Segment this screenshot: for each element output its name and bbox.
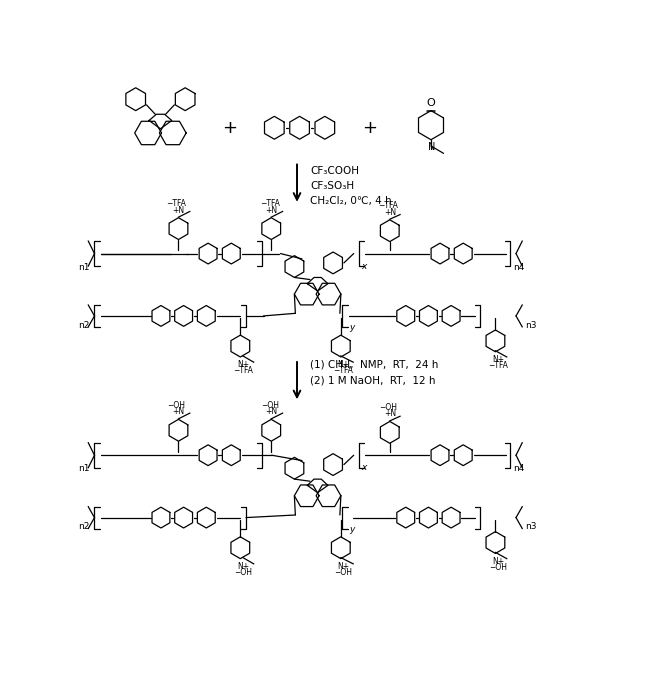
Text: N+: N+: [492, 557, 504, 566]
Text: +N: +N: [172, 206, 184, 215]
Text: CF₃COOH: CF₃COOH: [310, 167, 359, 176]
Text: CF₃SO₃H: CF₃SO₃H: [310, 181, 354, 191]
Text: −TFA: −TFA: [378, 201, 398, 211]
Text: +N: +N: [384, 409, 396, 418]
Text: n1: n1: [78, 464, 89, 473]
Text: −OH: −OH: [261, 401, 279, 410]
Text: CH₂Cl₂, 0℃, 4 h: CH₂Cl₂, 0℃, 4 h: [310, 196, 392, 206]
Text: N+: N+: [237, 360, 249, 369]
Text: −TFA: −TFA: [333, 367, 353, 375]
Text: n4: n4: [513, 263, 524, 271]
Text: (2) 1 M NaOH,  RT,  12 h: (2) 1 M NaOH, RT, 12 h: [310, 376, 436, 386]
Text: n2: n2: [78, 522, 89, 531]
Text: +N: +N: [172, 407, 184, 416]
Text: n3: n3: [525, 321, 537, 330]
Text: n4: n4: [513, 464, 524, 473]
Text: y: y: [349, 524, 354, 533]
Text: +N: +N: [265, 407, 277, 416]
Text: −OH: −OH: [167, 401, 185, 410]
Text: x: x: [362, 463, 367, 472]
Text: x: x: [362, 261, 367, 271]
Text: −OH: −OH: [334, 568, 352, 577]
Text: n1: n1: [78, 263, 89, 271]
Text: −OH: −OH: [379, 403, 397, 412]
Text: +: +: [223, 119, 237, 137]
Text: n2: n2: [78, 321, 89, 330]
Text: N+: N+: [337, 360, 349, 369]
Text: N: N: [428, 142, 435, 153]
Text: (1) CH₃I,  NMP,  RT,  24 h: (1) CH₃I, NMP, RT, 24 h: [310, 359, 438, 369]
Text: −TFA: −TFA: [233, 367, 253, 375]
Text: −TFA: −TFA: [488, 361, 508, 370]
Text: N+: N+: [237, 562, 249, 571]
Text: −TFA: −TFA: [260, 199, 279, 209]
Text: O: O: [427, 99, 436, 109]
Text: n3: n3: [525, 522, 537, 531]
Text: +N: +N: [384, 208, 396, 217]
Text: y: y: [349, 323, 354, 332]
Text: +N: +N: [265, 206, 277, 215]
Text: N+: N+: [492, 355, 504, 364]
Text: −OH: −OH: [234, 568, 252, 577]
Text: N+: N+: [337, 562, 349, 571]
Text: −TFA: −TFA: [166, 199, 186, 209]
Text: −OH: −OH: [489, 563, 507, 572]
Text: +: +: [362, 119, 376, 137]
